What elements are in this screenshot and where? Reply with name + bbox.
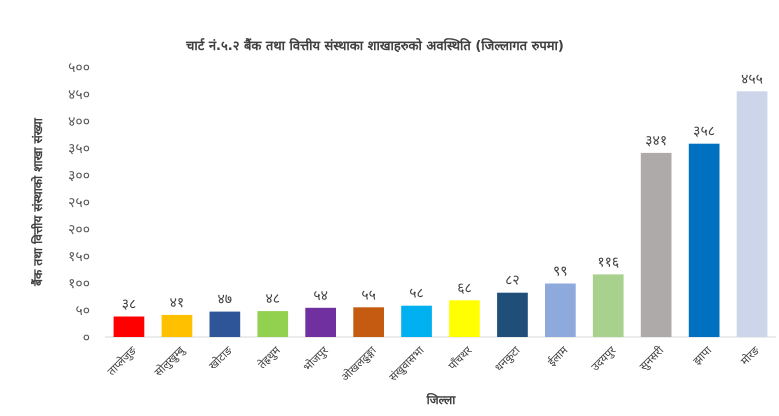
bar — [257, 311, 289, 337]
y-tick-label: ४५० — [68, 87, 90, 103]
chart-title: चार्ट नं.५.२ बैंक तथा वित्तीय संस्थाका श… — [185, 38, 564, 54]
data-label: ४८ — [266, 291, 281, 307]
y-tick-label: ० — [83, 330, 90, 346]
data-label: ३४१ — [645, 133, 667, 149]
x-tick-label: खोटाङ — [206, 343, 235, 372]
data-label: ११६ — [597, 254, 619, 270]
bar — [353, 307, 384, 337]
x-axis-ticks: ताप्लेजुङ सोलुखुम्बु खोटाङ तेह्रथुम भोजपुर ओख… — [105, 343, 763, 384]
bar — [113, 316, 145, 337]
data-label: ९९ — [553, 264, 568, 280]
data-label: ५८ — [409, 286, 424, 302]
bar — [640, 152, 672, 337]
bar — [497, 292, 528, 337]
bar — [688, 143, 720, 337]
data-label: ३५८ — [693, 124, 715, 140]
x-tick-label: ईलाम — [545, 344, 570, 369]
y-tick-label: २०० — [68, 222, 90, 238]
x-tick-label: उदयपुर — [589, 344, 619, 374]
x-tick-label: भोजपुर — [301, 344, 331, 374]
data-labels: ३८ ४१ ४७ ४८ ५४ ५५ ५८ ६८ ८२ ९९ ११६ ३४१ ३५८ ४५५ — [122, 71, 763, 312]
data-label: ३८ — [122, 297, 137, 313]
data-label: ४१ — [170, 295, 185, 311]
bar — [736, 91, 768, 337]
y-tick-label: ५०० — [68, 60, 90, 76]
bar — [449, 300, 480, 337]
data-label: ६८ — [457, 280, 472, 296]
y-tick-label: ५० — [75, 303, 90, 319]
data-label: ८२ — [505, 273, 520, 289]
x-tick-label: सोलुखुम्बु — [152, 343, 188, 379]
y-tick-label: ३०० — [68, 168, 90, 184]
data-label: ५५ — [361, 287, 376, 303]
bar — [209, 311, 241, 337]
x-tick-label: ताप्लेजुङ — [105, 343, 140, 378]
y-axis-ticks: ० ५० १०० १५० २०० २५० ३०० ३५० ४०० ४५० ५०० — [68, 60, 90, 346]
bar — [305, 307, 336, 337]
x-tick-label: मोरङ — [738, 343, 763, 368]
data-label: ४५५ — [741, 71, 763, 87]
bar — [592, 274, 624, 337]
x-tick-label: संखुवासभा — [387, 344, 427, 384]
data-label: ४७ — [218, 292, 233, 308]
x-tick-label: सुनसरी — [637, 344, 666, 373]
x-tick-label: ओखलढुङ्गा — [339, 344, 379, 384]
x-tick-label: पाँचथर — [446, 344, 475, 373]
x-axis-title: जिल्ला — [426, 393, 457, 407]
x-tick-label: तेह्रथुम — [256, 344, 284, 372]
data-label: ५४ — [313, 288, 328, 304]
y-tick-label: २५० — [68, 195, 90, 211]
x-tick-label: झापा — [691, 344, 715, 368]
bar — [401, 305, 432, 337]
y-axis-title: बैंक तथा वित्तीय संस्थाको शाखा संख्या — [31, 117, 45, 287]
y-tick-label: १०० — [68, 276, 90, 292]
bar — [161, 314, 193, 337]
bar — [545, 283, 576, 337]
bars — [113, 91, 768, 337]
y-tick-label: १५० — [68, 249, 90, 265]
x-tick-label: धनकुटा — [492, 344, 522, 374]
y-tick-label: ३५० — [68, 141, 90, 157]
y-tick-label: ४०० — [68, 114, 90, 130]
